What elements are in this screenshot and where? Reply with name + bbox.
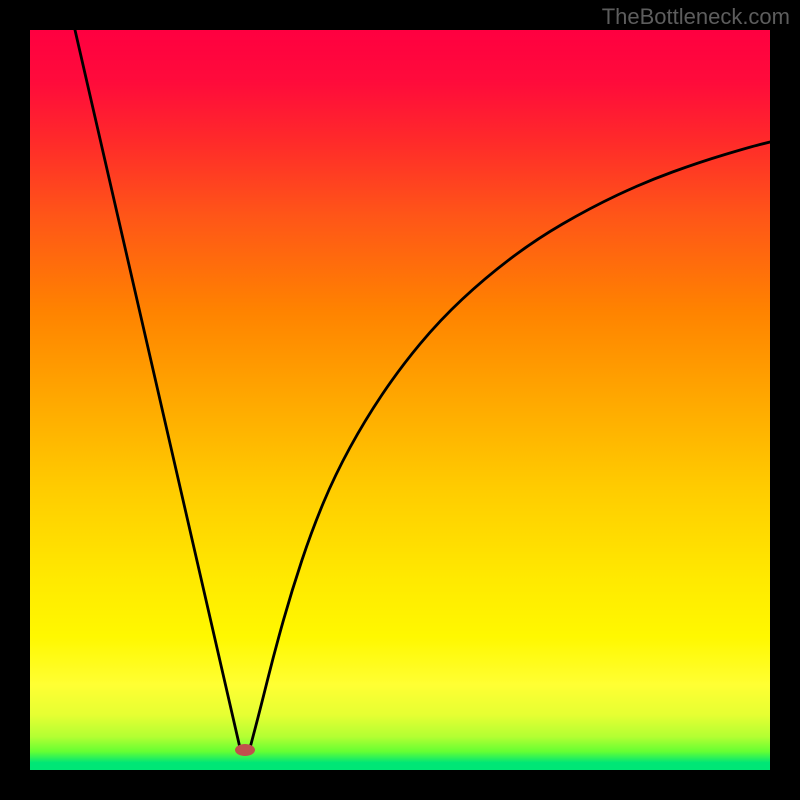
plot-area [30, 30, 770, 770]
gradient-background [30, 30, 770, 770]
plot-svg [30, 30, 770, 770]
watermark-text: TheBottleneck.com [602, 4, 790, 30]
chart-container: TheBottleneck.com [0, 0, 800, 800]
optimal-point-marker [235, 744, 255, 756]
